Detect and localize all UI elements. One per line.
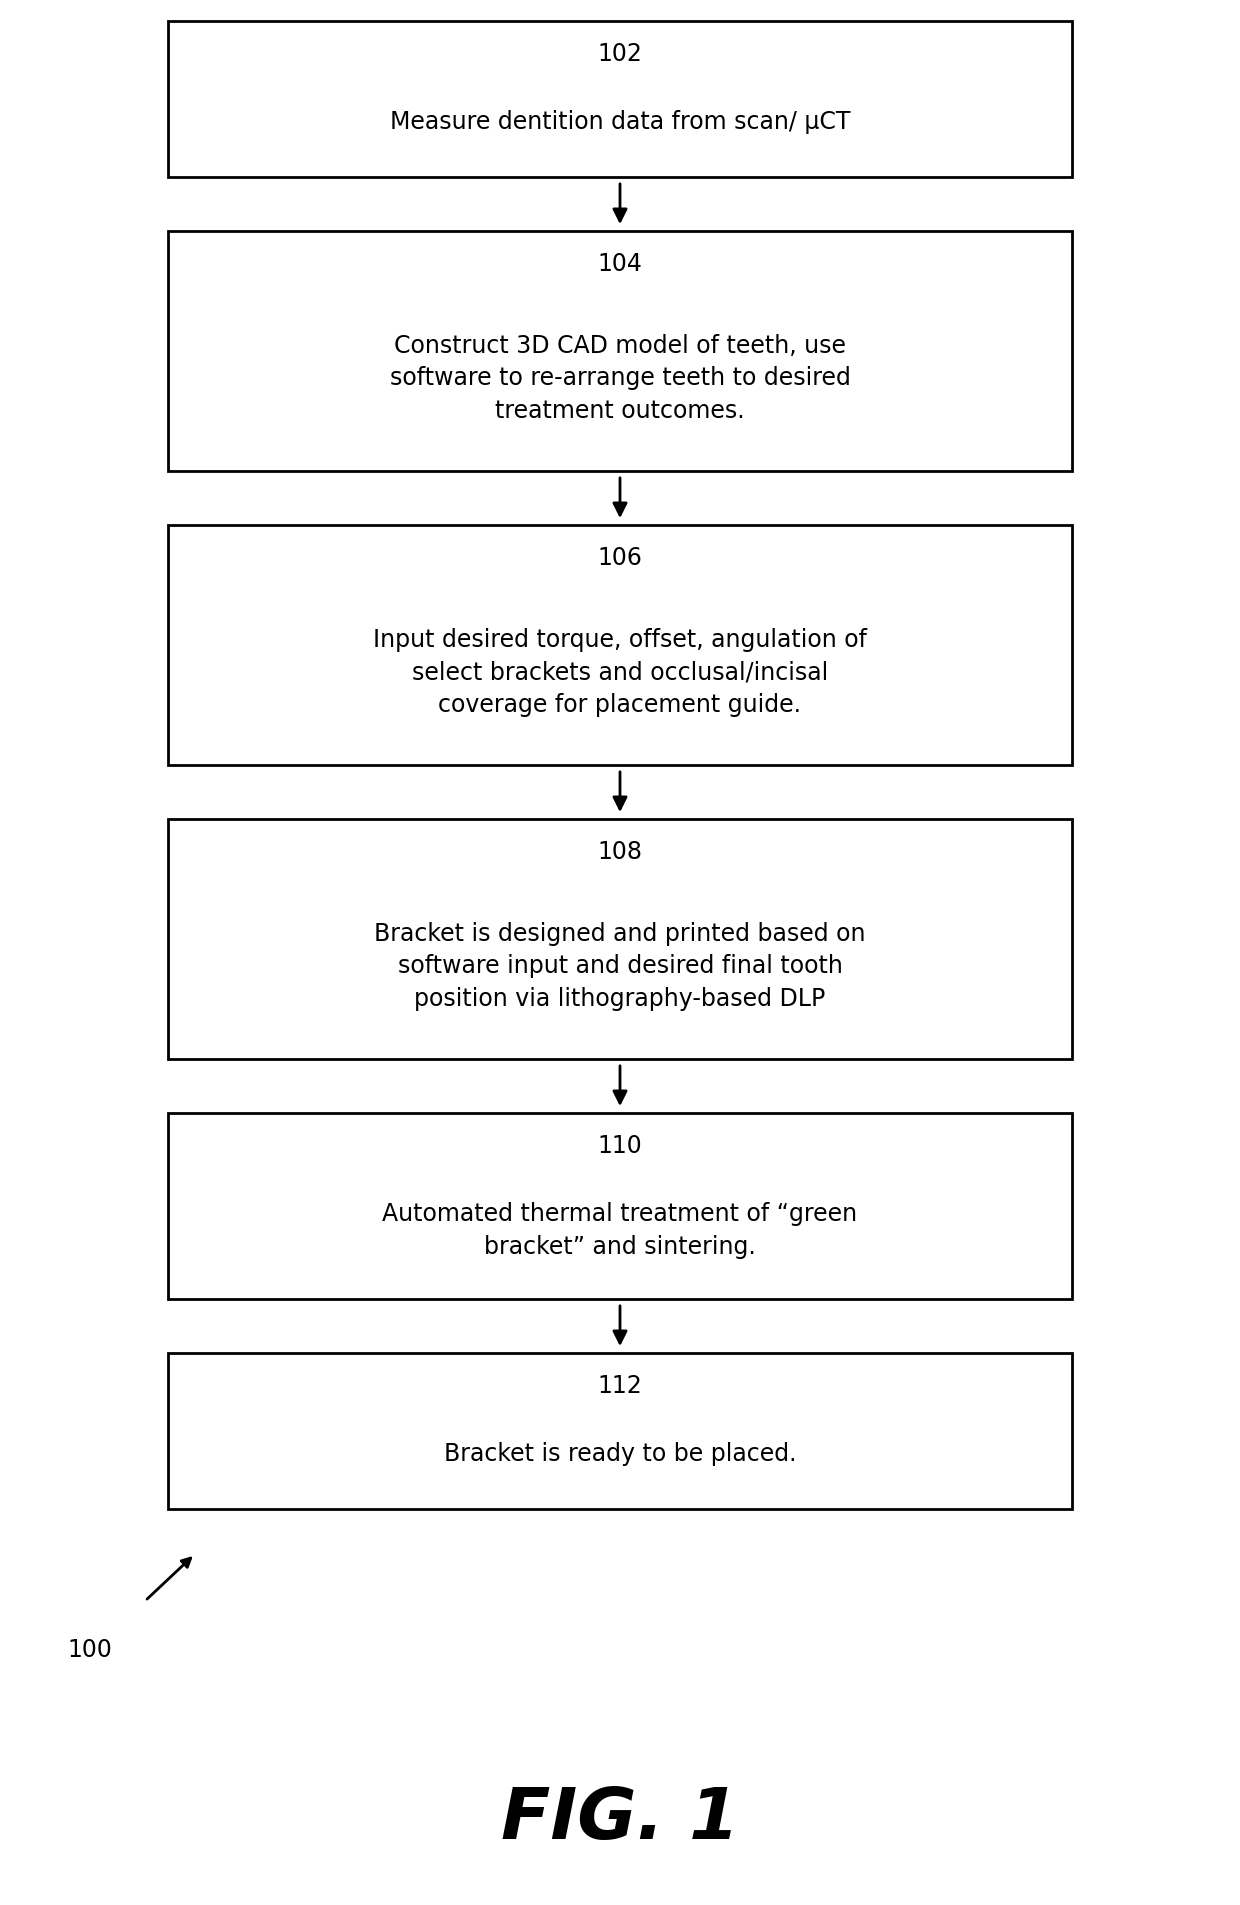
Text: 100: 100 bbox=[67, 1636, 113, 1661]
Bar bbox=[167, 232, 1073, 472]
Bar bbox=[167, 23, 1073, 177]
Text: 108: 108 bbox=[598, 840, 642, 863]
Text: Bracket is designed and printed based on
software input and desired final tooth
: Bracket is designed and printed based on… bbox=[374, 922, 866, 1010]
Text: Automated thermal treatment of “green
bracket” and sintering.: Automated thermal treatment of “green br… bbox=[382, 1202, 858, 1259]
Bar bbox=[167, 819, 1073, 1059]
Bar bbox=[167, 1353, 1073, 1509]
Bar bbox=[167, 526, 1073, 766]
Text: 110: 110 bbox=[598, 1133, 642, 1158]
Text: FIG. 1: FIG. 1 bbox=[501, 1785, 739, 1854]
Text: Construct 3D CAD model of teeth, use
software to re-arrange teeth to desired
tre: Construct 3D CAD model of teeth, use sof… bbox=[389, 333, 851, 423]
Text: 106: 106 bbox=[598, 545, 642, 570]
Text: 102: 102 bbox=[598, 42, 642, 67]
Text: Bracket is ready to be placed.: Bracket is ready to be placed. bbox=[444, 1442, 796, 1465]
Bar bbox=[167, 1113, 1073, 1299]
Text: Measure dentition data from scan/ μCT: Measure dentition data from scan/ μCT bbox=[389, 110, 851, 133]
Text: 104: 104 bbox=[598, 251, 642, 276]
Text: 112: 112 bbox=[598, 1374, 642, 1396]
Text: Input desired torque, offset, angulation of
select brackets and occlusal/incisal: Input desired torque, offset, angulation… bbox=[373, 627, 867, 716]
